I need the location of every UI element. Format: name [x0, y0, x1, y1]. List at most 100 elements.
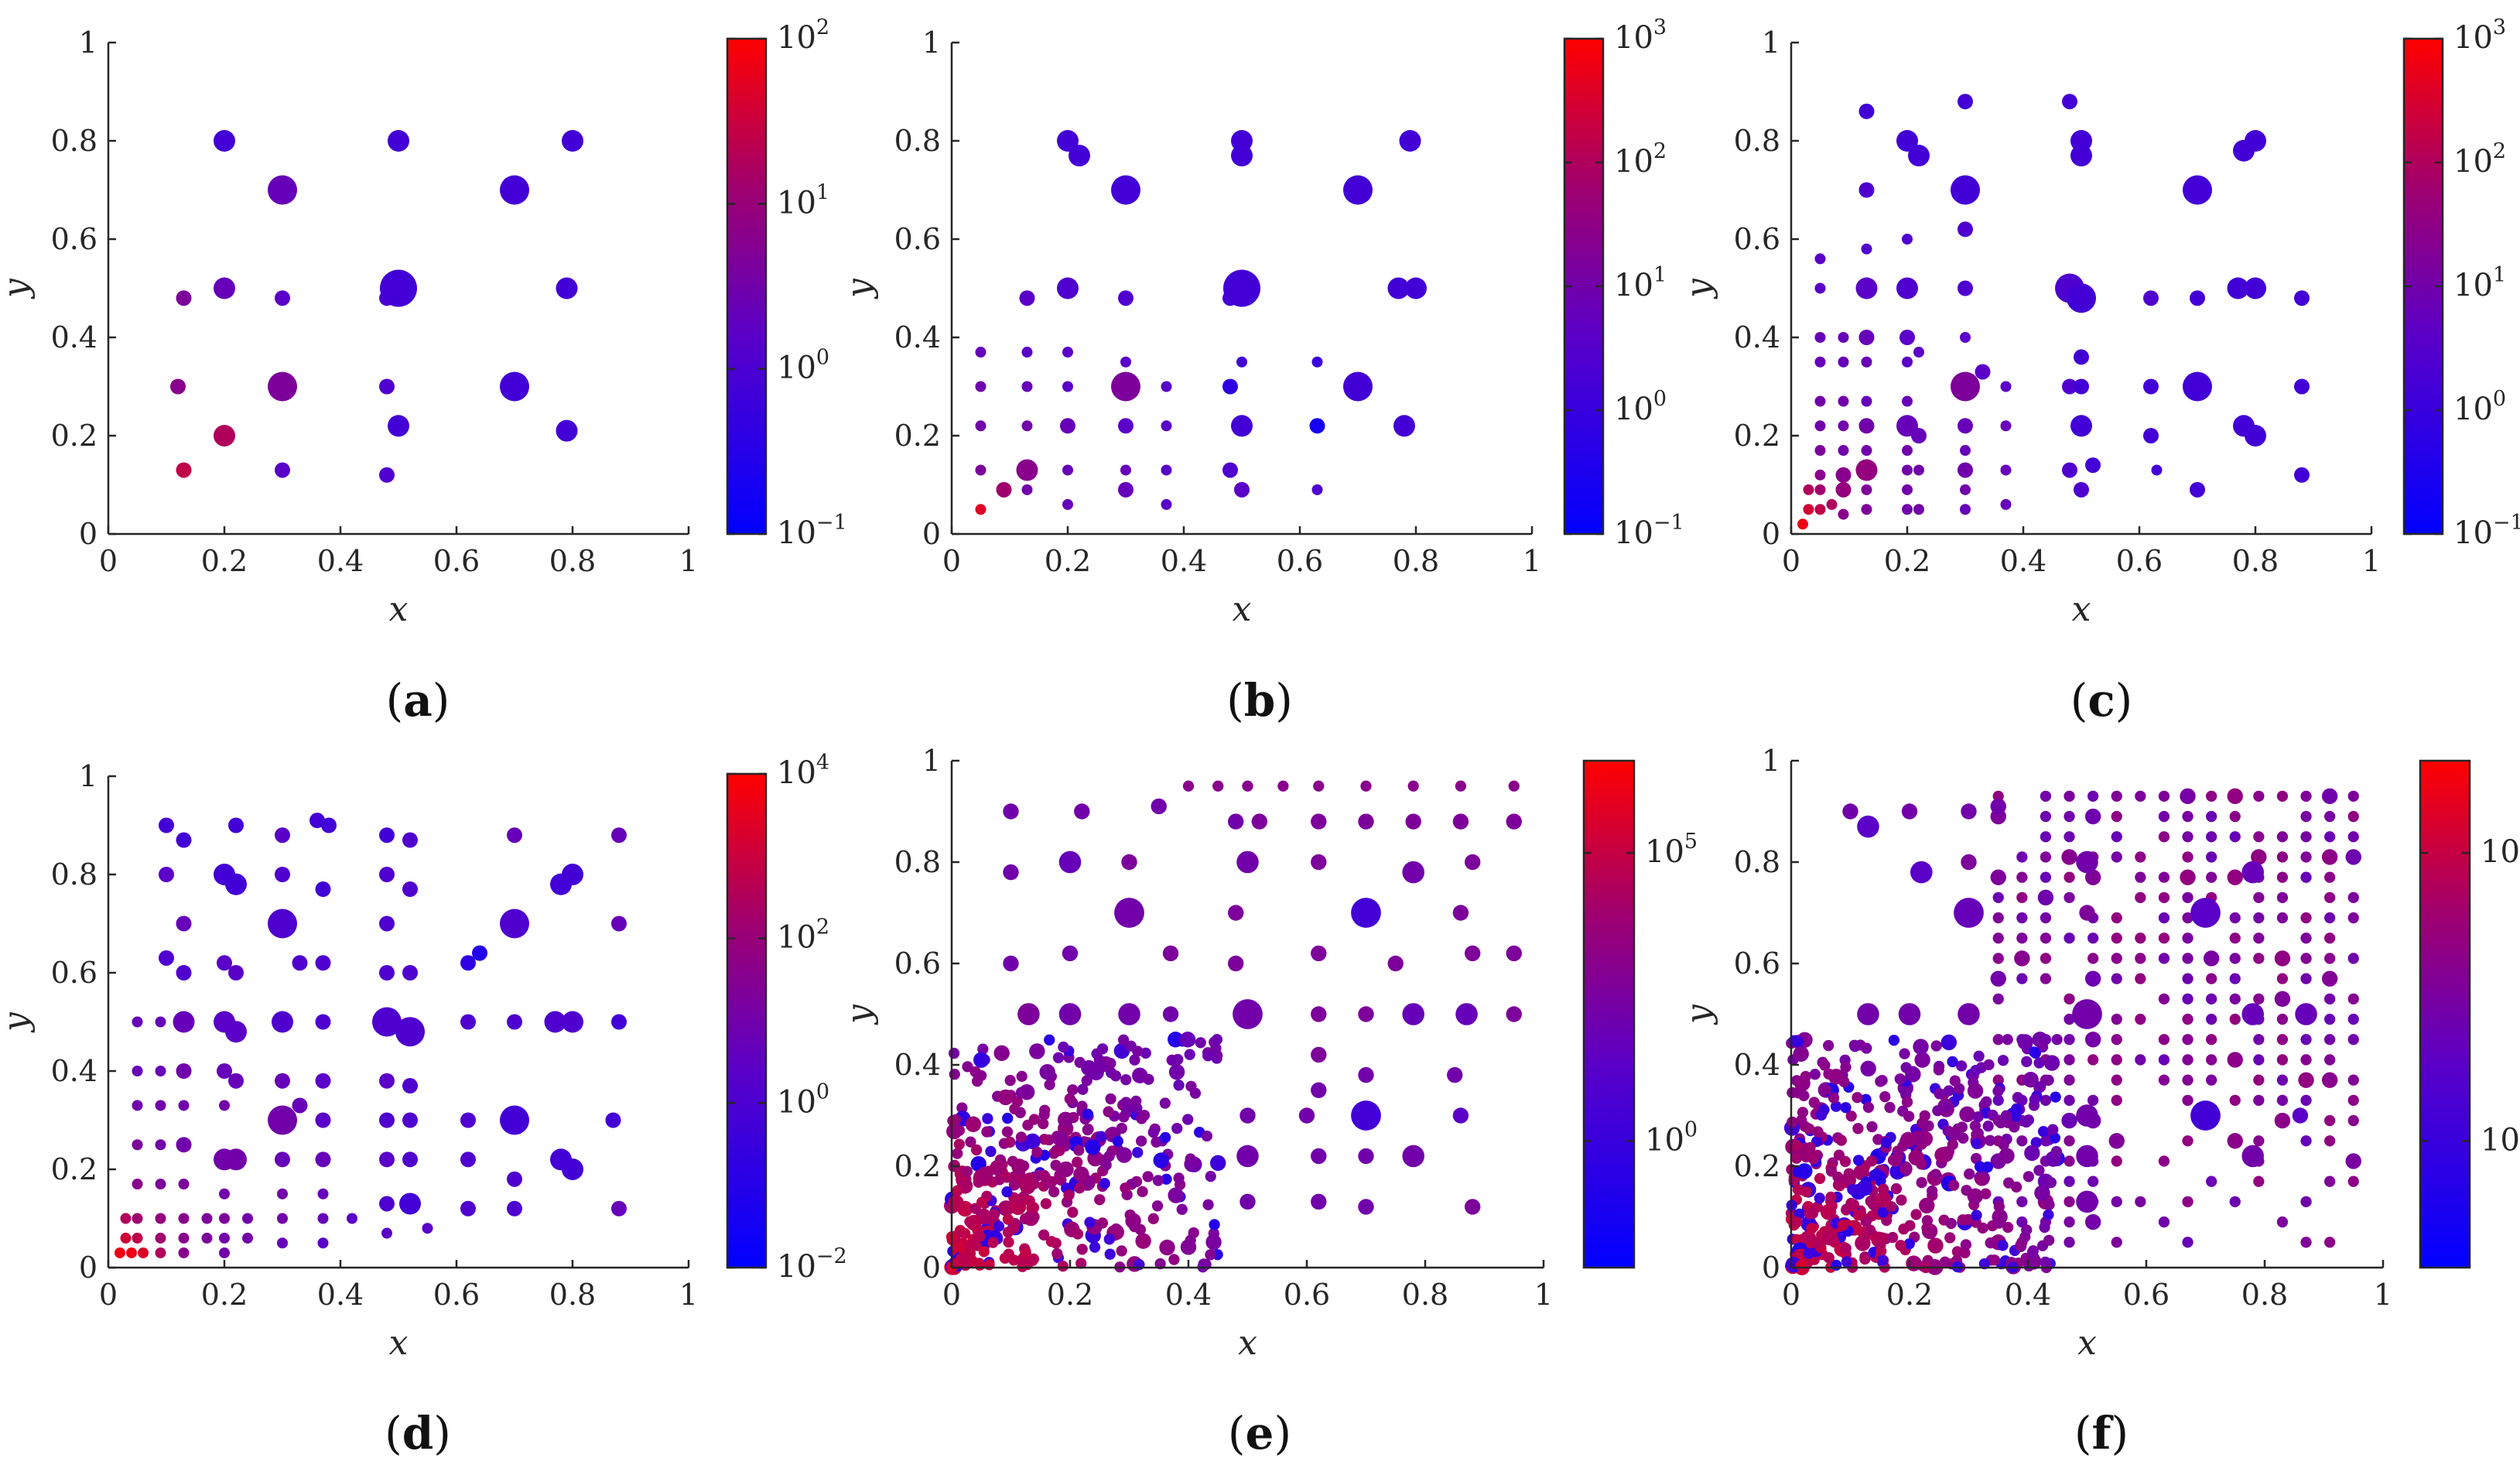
scatter-point — [1981, 1096, 1992, 1107]
scatter-point — [1999, 1148, 2015, 1164]
scatter-point — [2024, 1145, 2040, 1162]
scatter-point — [2061, 849, 2077, 865]
scatter-point — [275, 290, 290, 306]
scatter-point — [2023, 1260, 2035, 1271]
scatter-point — [507, 1171, 522, 1187]
scatter-point — [315, 955, 331, 971]
scatter-point — [2182, 1074, 2193, 1086]
scatter-point — [132, 1016, 143, 1028]
scatter-point — [989, 1208, 1000, 1220]
scatter-point — [1865, 1155, 1878, 1167]
scatter-point — [1116, 1122, 1127, 1134]
scatter-point — [2045, 1176, 2057, 1189]
scatter-point — [317, 1213, 329, 1224]
scatter-point — [2182, 993, 2193, 1004]
scatter-point — [1081, 1075, 1092, 1087]
scatter-point — [2300, 1094, 2312, 1106]
x-tick-label: 1 — [2362, 544, 2381, 578]
scatter-point — [2034, 1185, 2050, 1201]
scatter-point — [1015, 1131, 1027, 1143]
scatter-point — [178, 1213, 190, 1224]
scatter-point — [1927, 1237, 1944, 1254]
scatter-point — [1930, 1169, 1941, 1180]
scatter-point — [176, 290, 192, 306]
scatter-point — [1875, 1191, 1892, 1208]
scatter-point — [2206, 1013, 2217, 1025]
scatter-point — [1889, 1155, 1902, 1167]
x-tick-label: 0.4 — [2000, 544, 2046, 578]
scatter-point — [1877, 1254, 1889, 1266]
scatter-point — [460, 1112, 476, 1128]
scatter-point — [2158, 993, 2170, 1004]
scatter-point — [975, 420, 986, 432]
scatter-point — [1185, 1080, 1197, 1092]
scatter-point — [1405, 813, 1421, 830]
scatter-point — [1982, 1121, 1994, 1132]
scatter-point — [1855, 1235, 1871, 1251]
scatter-point — [1790, 1139, 1802, 1151]
scatter-point — [2294, 467, 2310, 483]
scatter-point — [1062, 464, 1073, 476]
scatter-point — [2016, 871, 2028, 883]
scatter-point — [1908, 1149, 1924, 1165]
scatter-point — [176, 965, 192, 980]
scatter-point — [2229, 953, 2241, 964]
scatter-point — [2295, 1003, 2317, 1025]
scatter-point — [2000, 498, 2012, 510]
scatter-point — [1919, 1197, 1935, 1213]
scatter-point — [1856, 1179, 1873, 1196]
scatter-point — [1309, 418, 1325, 434]
scatter-point — [1112, 1135, 1123, 1147]
scatter-point — [2158, 912, 2170, 924]
scatter-point — [1202, 1199, 1214, 1210]
scatter-point — [2229, 973, 2241, 984]
scatter-point — [2014, 950, 2030, 967]
scatter-point — [1964, 1168, 1975, 1180]
scatter-point — [1017, 1003, 1040, 1025]
scatter-point — [1021, 347, 1033, 358]
y-tick-label: 0.6 — [51, 956, 97, 990]
scatter-point — [1051, 1247, 1063, 1260]
scatter-point — [1120, 356, 1131, 368]
scatter-point — [1082, 1124, 1093, 1136]
scatter-point — [1038, 1109, 1050, 1121]
scatter-point — [2253, 993, 2265, 1004]
scatter-point — [1901, 803, 1918, 820]
scatter-point — [2190, 1100, 2221, 1131]
scatter-point — [2084, 970, 2101, 987]
scatter-point — [2206, 1034, 2217, 1046]
scatter-point — [2037, 889, 2054, 906]
scatter-point — [2111, 933, 2122, 944]
scatter-point — [1787, 1116, 1798, 1128]
scatter-point — [1205, 1234, 1222, 1251]
scatter-point — [1992, 993, 2004, 1004]
scatter-point — [1947, 1138, 1958, 1151]
scatter-point — [275, 1073, 290, 1089]
scatter-point — [2084, 808, 2101, 825]
scatter-point — [120, 1232, 132, 1244]
y-tick-label: 0 — [1762, 1251, 1780, 1285]
points-f — [1783, 788, 2361, 1275]
scatter-point — [1003, 864, 1019, 881]
y-tick-label: 0.8 — [51, 857, 97, 892]
scatter-point — [176, 462, 192, 478]
scatter-point — [2064, 1216, 2075, 1228]
scatter-point — [1895, 1240, 1906, 1251]
scatter-point — [1239, 1107, 1256, 1124]
scatter-point — [2016, 973, 2028, 984]
scatter-point — [1236, 1145, 1259, 1168]
y-axis-label: y — [0, 1011, 36, 1033]
scatter-point — [2000, 464, 2012, 476]
scatter-point — [388, 415, 409, 437]
scatter-point — [1031, 1146, 1043, 1158]
scatter-point — [1809, 1069, 1821, 1080]
points-c — [1797, 94, 2310, 530]
colorbar-tick-label: 101 — [1614, 263, 1667, 303]
scatter-point — [155, 1247, 166, 1258]
scatter-point — [1343, 371, 1373, 402]
scatter-point — [1852, 1210, 1864, 1221]
scatter-point — [1228, 813, 1244, 830]
scatter-point — [214, 130, 235, 152]
scatter-point — [1084, 1217, 1096, 1228]
scatter-point — [155, 1016, 166, 1028]
